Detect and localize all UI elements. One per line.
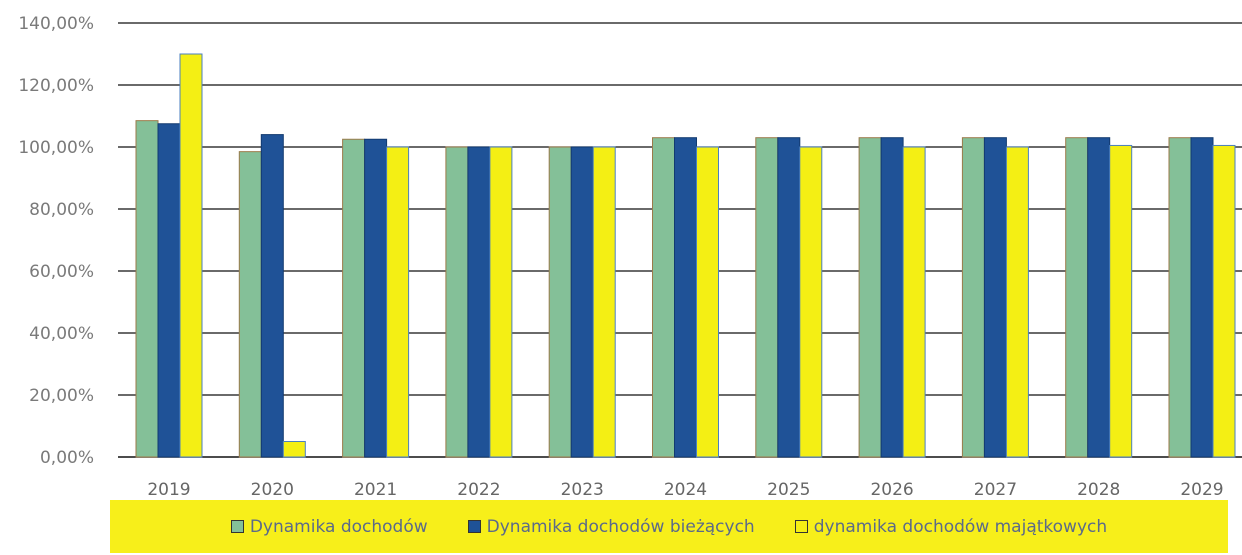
y-tick-label-5: 100,00% (18, 138, 94, 158)
bar-2029-series-0 (1168, 137, 1192, 458)
bar-2027-series-0 (961, 137, 985, 458)
y-axis-ticks: 0,00% 20,00% 40,00% 60,00% 80,00% 100,00% 120,… (18, 14, 94, 468)
y-tick-label-4: 80,00% (29, 200, 94, 220)
bar-2028-series-1 (1087, 137, 1111, 458)
bar-2023-series-1 (570, 146, 594, 458)
x-tick-label-2021: 2021 (354, 480, 397, 500)
y-tick-label-3: 60,00% (29, 262, 94, 282)
bar-2028-series-2 (1109, 144, 1133, 458)
x-tick-label-2024: 2024 (664, 480, 707, 500)
x-axis-ticks: 2019 2020 2021 2022 2023 2024 2025 2026 2027 2028… (147, 480, 1223, 500)
bar-2020-series-2 (282, 441, 306, 458)
legend: Dynamika dochodów Dynamika dochodów bież… (110, 500, 1228, 553)
bar-2021-series-1 (364, 138, 388, 458)
x-tick-label-2027: 2027 (974, 480, 1017, 500)
legend-item-0: Dynamika dochodów (230, 516, 428, 537)
y-tick-label-1: 20,00% (29, 386, 94, 406)
bar-2021-series-0 (342, 138, 366, 458)
bar-2022-series-0 (445, 146, 469, 458)
y-tick-label-2: 40,00% (29, 324, 94, 344)
bar-2019-series-0 (135, 120, 159, 458)
bars (135, 53, 1236, 458)
x-tick-label-2020: 2020 (251, 480, 294, 500)
bar-2019-series-2 (179, 53, 203, 458)
bar-2024-series-0 (652, 137, 675, 458)
x-tick-label-2019: 2019 (147, 480, 190, 500)
bar-chart: 0,00% 20,00% 40,00% 60,00% 80,00% 100,00% 120,… (18, 14, 1242, 500)
y-tick-label-6: 120,00% (18, 76, 94, 96)
x-tick-label-2025: 2025 (767, 480, 810, 500)
bar-2020-series-0 (238, 151, 262, 458)
bar-2026-series-2 (902, 146, 926, 458)
bar-2024-series-1 (674, 137, 697, 458)
bar-2019-series-1 (157, 123, 181, 458)
legend-swatch-1 (467, 520, 481, 533)
legend-label-0: Dynamika dochodów (249, 516, 428, 537)
bar-2027-series-1 (983, 137, 1007, 458)
legend-label-2: dynamika dochodów majątkowych (813, 516, 1108, 537)
bar-2022-series-2 (489, 146, 513, 458)
bar-2025-series-1 (777, 137, 801, 458)
bar-2025-series-0 (755, 137, 779, 458)
legend-swatch-2 (794, 520, 808, 533)
x-tick-label-2023: 2023 (561, 480, 604, 500)
bar-2026-series-1 (880, 137, 904, 458)
legend-swatch-0 (230, 520, 244, 533)
bar-2026-series-0 (858, 137, 882, 458)
bar-2029-series-1 (1190, 137, 1214, 458)
bar-2027-series-2 (1005, 146, 1029, 458)
legend-item-2: dynamika dochodów majątkowych (794, 516, 1108, 537)
x-tick-label-2029: 2029 (1180, 480, 1223, 500)
bar-2023-series-2 (592, 146, 616, 458)
bar-2021-series-2 (386, 146, 410, 458)
legend-label-1: Dynamika dochodów bieżących (486, 516, 755, 537)
y-tick-label-0: 0,00% (40, 448, 94, 468)
bar-2023-series-0 (548, 146, 572, 458)
legend-item-1: Dynamika dochodów bieżących (467, 516, 755, 537)
bar-2025-series-2 (799, 146, 823, 458)
bar-2020-series-1 (260, 134, 284, 458)
bar-2029-series-2 (1212, 144, 1236, 458)
bar-2022-series-1 (467, 146, 491, 458)
bar-2028-series-0 (1065, 137, 1089, 458)
x-tick-label-2022: 2022 (457, 480, 500, 500)
x-tick-label-2026: 2026 (870, 480, 913, 500)
bar-2024-series-2 (696, 146, 719, 458)
y-tick-label-7: 140,00% (18, 14, 94, 34)
x-tick-label-2028: 2028 (1077, 480, 1120, 500)
